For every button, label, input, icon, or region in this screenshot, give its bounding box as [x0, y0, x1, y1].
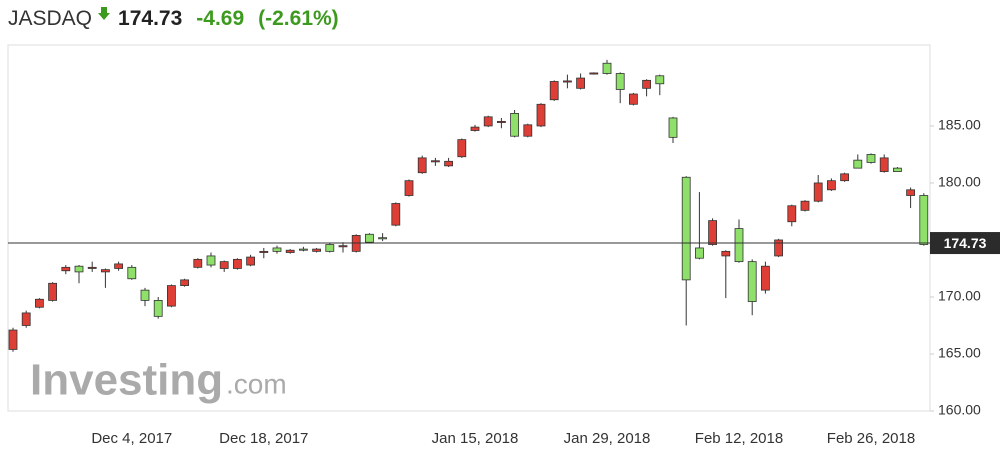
candle-body	[893, 167, 902, 172]
candle-body	[879, 157, 889, 172]
candle-body	[496, 120, 506, 123]
candle-body	[153, 300, 163, 317]
candle-body	[840, 173, 849, 182]
candle-body	[272, 247, 282, 252]
candle-body	[378, 237, 388, 240]
candle-body	[101, 269, 110, 273]
candle-body	[8, 329, 18, 350]
candle-body	[232, 258, 242, 269]
candle-body	[21, 312, 31, 326]
candle-body	[259, 250, 269, 253]
watermark: .com	[226, 368, 287, 399]
x-tick-label: Dec 4, 2017	[91, 430, 172, 447]
candle-body	[285, 249, 295, 253]
x-tick-label: Feb 12, 2018	[695, 430, 783, 447]
candle-body	[61, 266, 71, 272]
candle-body	[48, 282, 57, 301]
quote-header: JASDAQ 174.73 -4.69 (-2.61%)	[8, 4, 353, 34]
change-percent: (-2.61%)	[258, 7, 339, 30]
candle-body	[180, 279, 190, 286]
x-tick-label: Dec 18, 2017	[219, 430, 308, 447]
candle-body	[298, 248, 308, 251]
candle-body	[695, 247, 704, 259]
watermark: Investing	[30, 356, 223, 405]
candle-body	[721, 250, 731, 257]
candle-body	[734, 228, 744, 263]
candle-body	[747, 261, 757, 302]
candle-body	[563, 80, 572, 83]
candle-body	[787, 205, 797, 223]
candle-body	[774, 239, 783, 257]
candle-body	[655, 75, 665, 85]
candle-body	[919, 195, 929, 245]
candle-body	[312, 248, 322, 252]
price: 174.73	[118, 7, 183, 30]
candle-body	[35, 298, 44, 308]
candle-body	[523, 124, 533, 137]
x-tick-label: Feb 26, 2018	[827, 430, 915, 447]
candle-body	[708, 220, 717, 245]
candle-body	[853, 159, 863, 169]
candle-body	[338, 245, 348, 248]
down-arrow	[98, 7, 111, 20]
candle-body	[140, 289, 150, 301]
y-tick-label: 160.00	[938, 402, 981, 418]
candle-body	[827, 180, 836, 191]
candle-body	[800, 200, 810, 211]
candle-body	[193, 258, 203, 268]
candle-body	[615, 73, 625, 90]
candle-body	[391, 203, 401, 226]
candle-body	[576, 77, 585, 89]
candle-body	[87, 266, 97, 269]
y-tick-label: 185.00	[938, 117, 981, 133]
candle-body	[417, 157, 427, 174]
candle-body	[444, 160, 454, 167]
candle-body	[457, 139, 467, 158]
candle-body	[602, 62, 612, 74]
y-tick-label: 180.00	[938, 174, 981, 190]
candle-body	[325, 244, 335, 252]
candle-body	[510, 113, 520, 137]
candle-body	[668, 117, 678, 138]
candle-body	[813, 182, 823, 202]
candle-body	[761, 265, 770, 291]
candle-body	[629, 93, 638, 105]
candle-body	[219, 261, 229, 269]
candle-body	[681, 176, 691, 281]
candle-body	[246, 256, 256, 266]
candle-body	[642, 79, 651, 89]
candle-body	[74, 265, 84, 273]
candle-body	[364, 233, 374, 243]
x-tick-label: Jan 29, 2018	[564, 430, 651, 447]
candle-body	[906, 189, 915, 196]
candle-body	[430, 160, 440, 163]
candle-body	[114, 263, 123, 269]
candle-body	[127, 266, 137, 280]
candle-body	[866, 154, 876, 163]
y-tick-label: 165.00	[938, 345, 981, 361]
candle-body	[470, 126, 480, 131]
symbol: JASDAQ	[8, 7, 93, 30]
candle-body	[206, 255, 216, 266]
last-price-label: 174.73	[944, 235, 987, 251]
candle-body	[404, 180, 414, 196]
candle-body	[166, 285, 176, 307]
last-price-tag	[930, 232, 1000, 255]
candle-body	[483, 116, 493, 127]
change: -4.69	[196, 7, 245, 30]
plot-frame	[7, 44, 931, 412]
candle-body	[589, 72, 599, 75]
x-tick-label: Jan 15, 2018	[432, 430, 519, 447]
candle-body	[549, 81, 559, 101]
y-tick-label: 170.00	[938, 288, 981, 304]
candle-body	[536, 103, 546, 127]
